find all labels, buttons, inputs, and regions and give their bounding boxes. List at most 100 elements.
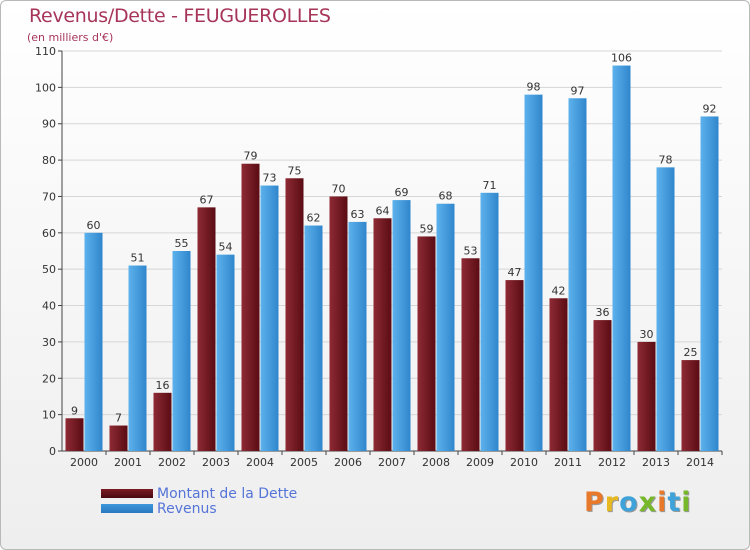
bar-revenus [612, 65, 631, 451]
bar-dette [241, 163, 260, 451]
bar-dette [505, 280, 524, 451]
bar-revenus [304, 225, 323, 451]
bar-revenus [700, 116, 719, 452]
data-label-dette: 70 [332, 182, 346, 195]
data-label-dette: 36 [596, 306, 610, 319]
data-label-revenus: 55 [175, 237, 189, 250]
logo-letter: t [667, 487, 682, 518]
data-label-dette: 30 [640, 328, 654, 341]
logo-letter: P [584, 487, 605, 518]
x-tick-label: 2002 [158, 456, 186, 469]
data-label-revenus: 98 [527, 81, 541, 94]
data-label-revenus: 97 [571, 84, 585, 97]
x-tick-label: 2013 [642, 456, 670, 469]
bar-revenus [172, 251, 191, 451]
chart-subtitle: (en milliers d'€) [27, 31, 114, 44]
logo-letter: o [619, 487, 639, 518]
y-tick-label: 20 [42, 372, 56, 385]
legend: Montant de la Dette Revenus [101, 486, 297, 517]
bar-revenus [524, 94, 543, 452]
y-tick-label: 100 [35, 81, 56, 94]
y-tick-label: 40 [42, 300, 56, 313]
data-label-revenus: 63 [351, 208, 365, 221]
bar-dette [637, 341, 656, 451]
bar-revenus [656, 167, 675, 451]
legend-swatch-revenus [101, 504, 153, 513]
data-label-revenus: 73 [263, 172, 277, 185]
x-tick-label: 2010 [510, 456, 538, 469]
bar-revenus [260, 185, 279, 451]
data-label-dette: 59 [420, 222, 434, 235]
x-tick-label: 2000 [70, 456, 98, 469]
x-tick-label: 2004 [246, 456, 274, 469]
y-tick-label: 60 [42, 227, 56, 240]
data-label-dette: 53 [464, 244, 478, 257]
data-label-dette: 42 [552, 284, 566, 297]
logo-letter: x [638, 487, 658, 518]
x-tick-label: 2006 [334, 456, 362, 469]
y-tick-label: 0 [49, 445, 56, 458]
logo-letter: i [657, 487, 668, 518]
data-label-revenus: 71 [483, 179, 497, 192]
x-tick-label: 2007 [378, 456, 406, 469]
data-label-revenus: 68 [439, 190, 453, 203]
data-label-revenus: 106 [611, 52, 632, 65]
data-label-dette: 75 [288, 164, 302, 177]
bar-revenus [128, 265, 147, 451]
x-tick-label: 2012 [598, 456, 626, 469]
x-tick-label: 2011 [554, 456, 582, 469]
y-tick-label: 50 [42, 263, 56, 276]
bar-dette [153, 392, 172, 451]
chart-title: Revenus/Dette - FEUGUEROLLES [29, 5, 331, 27]
bar-dette [681, 360, 700, 451]
y-tick-label: 70 [42, 190, 56, 203]
bar-dette [329, 196, 348, 451]
legend-item-revenus: Revenus [101, 500, 297, 517]
data-label-dette: 16 [156, 379, 170, 392]
bar-dette [285, 178, 304, 452]
bar-dette [593, 320, 612, 451]
data-label-dette: 79 [244, 150, 258, 163]
x-tick-label: 2003 [202, 456, 230, 469]
bar-revenus [216, 254, 235, 451]
data-label-dette: 47 [508, 266, 522, 279]
data-label-dette: 25 [684, 346, 698, 359]
y-tick-label: 80 [42, 154, 56, 167]
bar-revenus [84, 232, 103, 451]
data-label-revenus: 62 [307, 212, 321, 225]
x-tick-label: 2009 [466, 456, 494, 469]
data-label-revenus: 51 [131, 252, 145, 265]
y-tick-label: 110 [35, 45, 56, 58]
logo-letter: i [681, 487, 692, 518]
bar-dette [65, 418, 84, 451]
bar-revenus [480, 192, 499, 451]
y-tick-label: 30 [42, 336, 56, 349]
logo-letter: r [604, 487, 620, 518]
legend-swatch-dette [101, 489, 153, 498]
y-tick-label: 90 [42, 118, 56, 131]
data-label-dette: 64 [376, 204, 390, 217]
bar-revenus [392, 200, 411, 451]
legend-label-revenus: Revenus [157, 500, 217, 517]
bar-dette [461, 258, 480, 451]
data-label-dette: 7 [115, 412, 122, 425]
data-label-revenus: 60 [87, 219, 101, 232]
bar-revenus [436, 203, 455, 451]
x-tick-label: 2005 [290, 456, 318, 469]
data-label-revenus: 92 [703, 102, 717, 115]
bar-dette [109, 425, 128, 451]
x-tick-label: 2008 [422, 456, 450, 469]
data-label-revenus: 78 [659, 153, 673, 166]
bar-dette [373, 218, 392, 451]
data-label-dette: 9 [71, 404, 78, 417]
x-tick-label: 2001 [114, 456, 142, 469]
data-label-revenus: 54 [219, 241, 233, 254]
data-label-revenus: 69 [395, 186, 409, 199]
bar-dette [549, 298, 568, 451]
proxiti-logo: Proxiti [584, 487, 692, 518]
bar-dette [197, 207, 216, 451]
bar-dette [417, 236, 436, 451]
bar-revenus [568, 98, 587, 451]
